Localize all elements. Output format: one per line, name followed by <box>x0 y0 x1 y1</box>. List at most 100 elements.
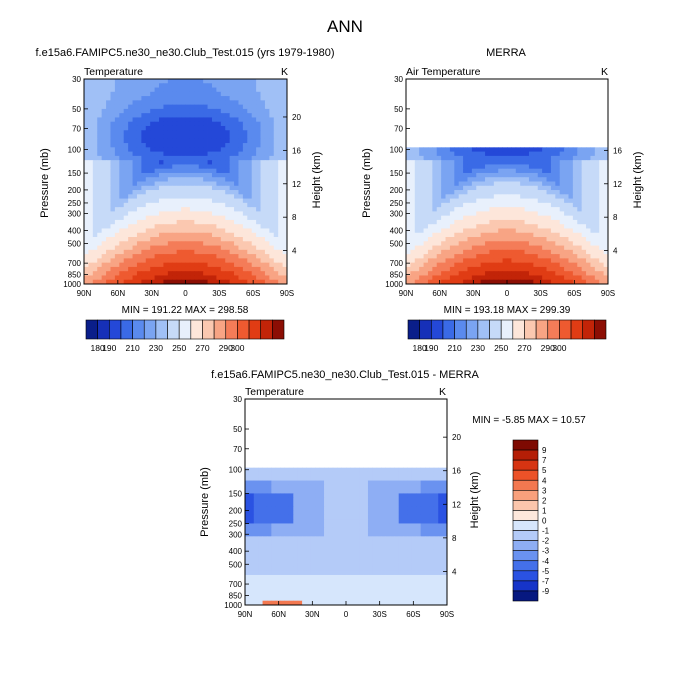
heatmap-cell <box>203 121 208 127</box>
heatmap-cell <box>189 232 195 238</box>
heatmap-cell <box>498 215 504 221</box>
heatmap-cell <box>302 570 307 576</box>
heatmap-cell <box>273 271 279 276</box>
heatmap-cell <box>220 258 226 264</box>
heatmap-cell <box>381 532 386 537</box>
heatmap-cell <box>247 228 253 234</box>
heatmap-cell <box>419 147 424 152</box>
heatmap-cell <box>194 100 200 106</box>
heatmap-cell <box>238 211 244 217</box>
heatmap-cell <box>511 160 517 165</box>
heatmap-cell <box>419 160 424 165</box>
heatmap-cell <box>507 177 512 182</box>
heatmap-cell <box>528 147 534 152</box>
heatmap-cell <box>110 177 116 182</box>
heatmap-cell <box>284 553 290 559</box>
heatmap-cell <box>463 258 468 264</box>
heatmap-cell <box>176 181 182 187</box>
heatmap-cell <box>150 100 156 106</box>
heatmap-cell <box>414 249 420 255</box>
heatmap-cell <box>363 480 369 486</box>
heatmap-cell <box>185 249 191 255</box>
heatmap-cell <box>449 266 455 272</box>
heatmap-cell <box>84 266 89 272</box>
heatmap-cell <box>194 271 200 276</box>
heatmap-cell <box>467 271 473 276</box>
heatmap-cell <box>414 181 420 187</box>
heatmap-cell <box>432 241 438 246</box>
heatmap-cell <box>97 266 103 272</box>
heatmap-cell <box>229 168 235 174</box>
heatmap-cell <box>524 168 530 174</box>
heatmap-cell <box>136 125 142 131</box>
heatmap-cell <box>163 164 169 170</box>
heatmap-cell <box>406 202 411 208</box>
heatmap-cell <box>260 138 266 144</box>
heatmap-cell <box>247 185 253 191</box>
heatmap-cell <box>398 549 404 554</box>
heatmap-cell <box>319 476 325 481</box>
heatmap-cell <box>269 237 275 242</box>
heatmap-cell <box>480 207 486 212</box>
heatmap-cell <box>242 83 248 88</box>
heatmap-cell <box>420 489 426 494</box>
heatmap-cell <box>454 279 460 285</box>
heatmap-cell <box>262 476 268 481</box>
heatmap-cell <box>394 514 400 520</box>
heatmap-cell <box>324 562 329 567</box>
heatmap-cell <box>181 172 186 178</box>
heatmap-cell <box>520 147 525 152</box>
heatmap-cell <box>262 553 268 559</box>
heatmap-cell <box>542 241 547 246</box>
heatmap-cell <box>581 266 587 272</box>
heatmap-cell <box>555 266 561 272</box>
heatmap-cell <box>410 258 416 264</box>
heatmap-cell <box>203 249 208 255</box>
heatmap-cell <box>449 172 455 178</box>
heatmap-cell <box>524 164 530 170</box>
heatmap-cell <box>198 100 204 106</box>
heatmap-cell <box>293 497 299 503</box>
heatmap-cell <box>220 151 226 157</box>
heatmap-cell <box>564 245 569 251</box>
heatmap-cell <box>97 249 103 255</box>
heatmap-cell <box>410 168 416 174</box>
heatmap-cell <box>172 245 178 251</box>
heatmap-cell <box>260 198 266 204</box>
heatmap-cell <box>114 83 120 88</box>
heatmap-cell <box>346 532 351 537</box>
heatmap-cell <box>106 266 111 272</box>
heatmap-cell <box>438 540 444 546</box>
heatmap-cell <box>84 181 89 187</box>
heatmap-cell <box>288 514 294 520</box>
heatmap-cell <box>429 566 435 572</box>
heatmap-cell <box>207 138 213 144</box>
heatmap-cell <box>266 497 272 503</box>
heatmap-cell <box>256 198 261 204</box>
heatmap-cell <box>123 266 129 272</box>
heatmap-cell <box>476 194 482 199</box>
heatmap-cell <box>136 151 142 157</box>
heatmap-cell <box>185 237 191 242</box>
heatmap-cell <box>445 202 451 208</box>
heatmap-cell <box>476 254 482 259</box>
heatmap-cell <box>176 190 182 195</box>
height-tick-label: 16 <box>613 146 622 155</box>
heatmap-cell <box>198 232 204 238</box>
heatmap-cell <box>485 185 490 191</box>
heatmap-cell <box>423 177 429 182</box>
heatmap-cell <box>247 155 253 161</box>
heatmap-cell <box>581 202 587 208</box>
heatmap-cell <box>381 484 386 490</box>
heatmap-cell <box>524 262 530 268</box>
heatmap-cell <box>132 207 138 212</box>
heatmap-cell <box>315 570 321 576</box>
heatmap-cell <box>463 224 468 229</box>
heatmap-cell <box>84 108 89 114</box>
heatmap-cell <box>238 117 244 123</box>
heatmap-cell <box>282 224 288 229</box>
heatmap-cell <box>458 232 464 238</box>
y-tick-label: 30 <box>394 75 403 84</box>
heatmap-cell <box>110 181 116 187</box>
heatmap-cell <box>515 245 521 251</box>
